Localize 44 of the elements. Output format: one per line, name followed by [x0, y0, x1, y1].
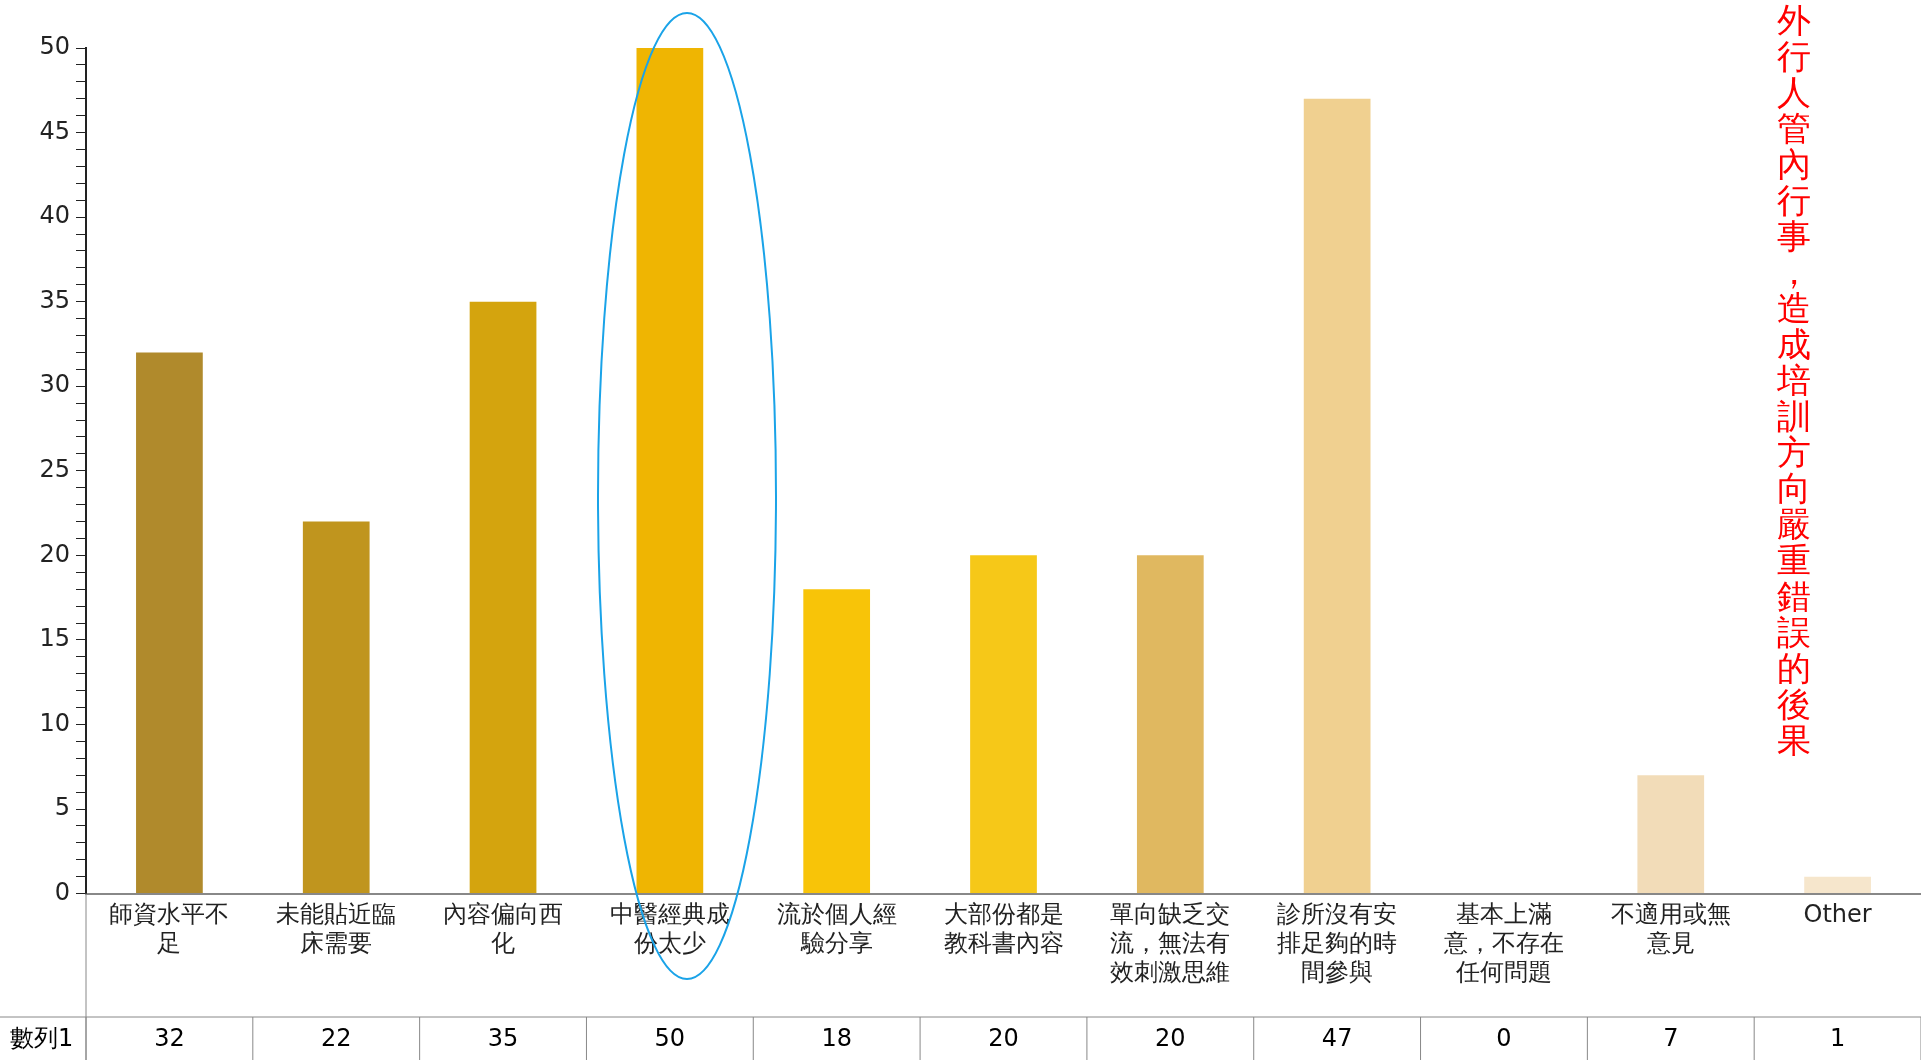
bar: [1136, 555, 1204, 894]
data-label: 20: [1155, 1024, 1186, 1053]
data-label: 47: [1321, 1024, 1353, 1053]
data-label: 32: [154, 1024, 185, 1053]
bar: [636, 48, 704, 894]
bar: [1303, 98, 1371, 894]
x-tick-label: Other: [1803, 900, 1872, 929]
text: 外行人管內行事，造成培訓方向嚴重錯誤的後果: [1777, 0, 1811, 760]
data-label: 7: [1663, 1024, 1679, 1053]
data-label: 20: [988, 1024, 1019, 1053]
x-tick-label: 不適用或無意見: [1610, 900, 1731, 958]
data-label: 35: [487, 1024, 519, 1053]
x-tick-label: 大部份都是教科書內容: [943, 900, 1064, 958]
bar: [1637, 775, 1705, 894]
data-label: 0: [1496, 1024, 1512, 1053]
y-tick-label: 25: [39, 455, 70, 484]
data-label: 22: [320, 1024, 352, 1053]
y-tick-label: 15: [39, 624, 70, 653]
y-tick-label: 20: [39, 539, 70, 568]
text: 數列1: [10, 1024, 74, 1053]
y-tick-label: 0: [54, 877, 70, 906]
bar: [970, 555, 1037, 894]
x-tick-label: 流於個人經驗分享: [776, 900, 897, 958]
y-tick-label: 40: [39, 201, 70, 230]
data-label: 18: [821, 1024, 852, 1053]
bar: [136, 352, 203, 894]
x-tick-label: 師資水平不足: [109, 900, 230, 958]
y-tick-label: 5: [54, 793, 70, 822]
bar: [803, 589, 871, 894]
data-label: 50: [654, 1024, 686, 1053]
x-tick-label: 單向缺乏交流，無法有效刺激思維: [1110, 900, 1231, 986]
y-tick-label: 45: [39, 116, 70, 145]
bar: [1804, 876, 1871, 894]
bar: [302, 521, 370, 894]
bar: [469, 301, 537, 894]
x-tick-label: 診所沒有安排足夠的時間參與: [1277, 900, 1398, 986]
data-label: 1: [1829, 1024, 1846, 1053]
y-tick-label: 35: [39, 285, 70, 314]
x-tick-label: 內容偏向西化: [443, 900, 564, 958]
y-tick-label: 50: [39, 32, 70, 61]
y-tick-label: 30: [39, 370, 70, 399]
x-tick-label: 基本上滿意，不存在任何問題: [1442, 900, 1564, 986]
x-tick-label: 未能貼近臨床需要: [276, 900, 397, 958]
y-tick-label: 10: [39, 708, 70, 737]
